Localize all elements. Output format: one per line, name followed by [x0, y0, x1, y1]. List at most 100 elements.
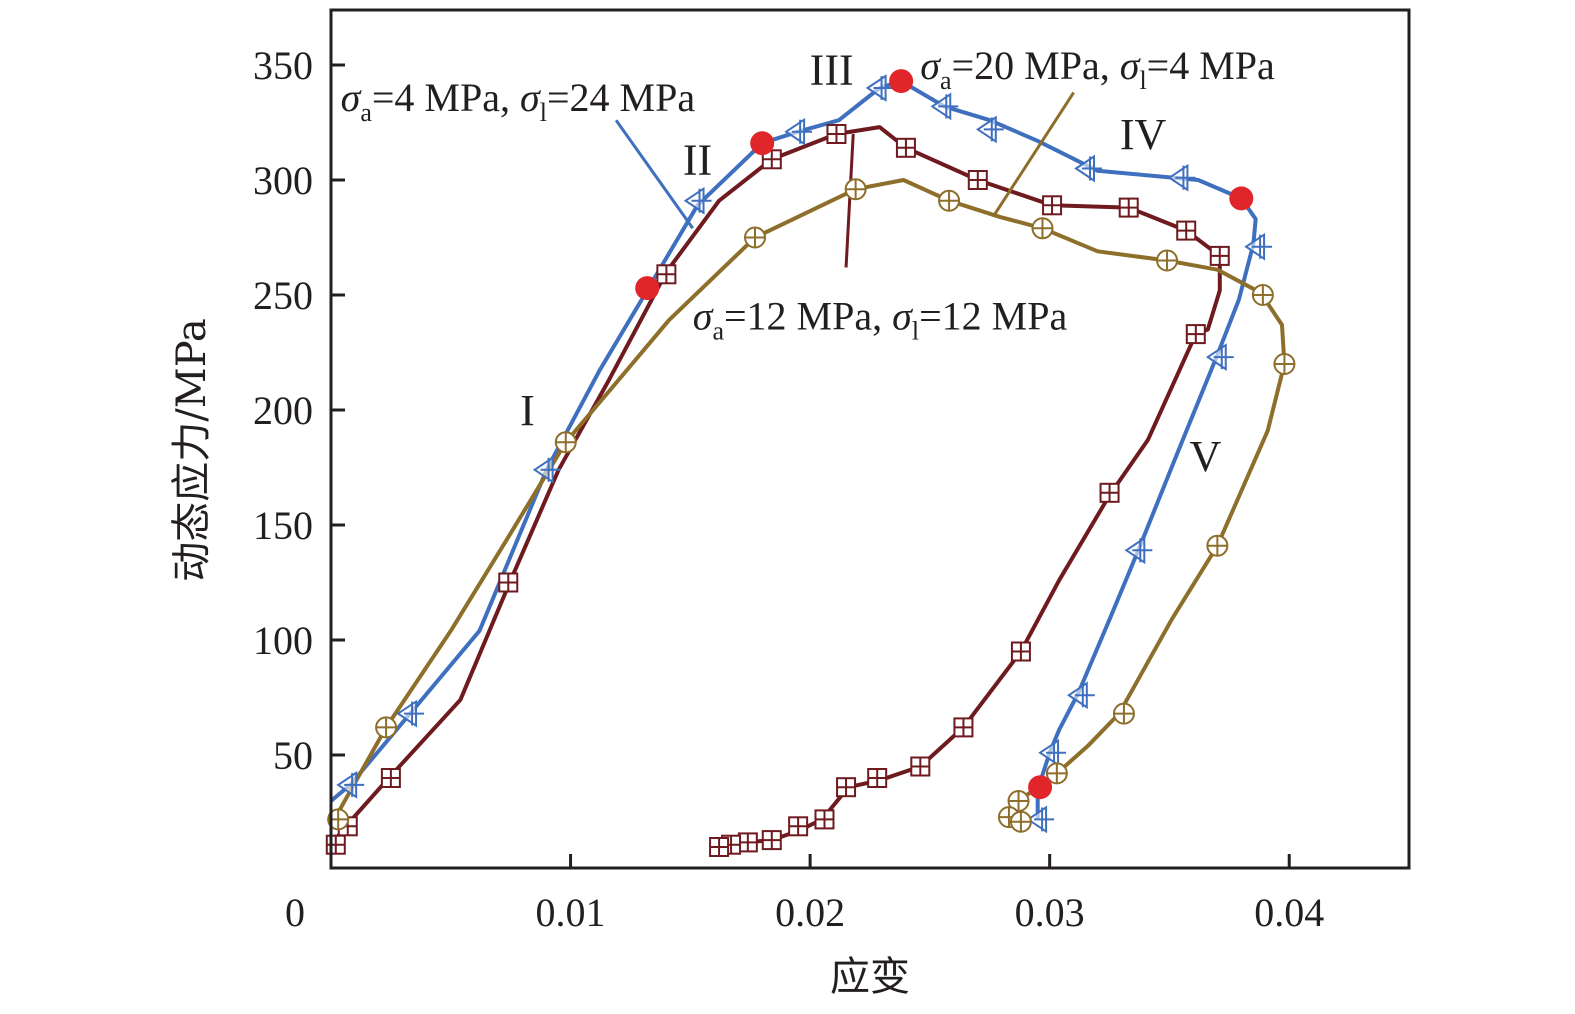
- series-0-marker: [1244, 232, 1273, 261]
- series-1-marker: [910, 756, 931, 777]
- transition-point-0: [635, 276, 660, 301]
- series-0-marker: [975, 115, 1004, 144]
- x-tick-label: 0.01: [536, 890, 606, 935]
- series-label-part: σ: [693, 294, 714, 339]
- series-1-marker: [656, 264, 677, 285]
- series-1-marker: [895, 137, 916, 158]
- annotation-stage-II: II: [683, 135, 712, 184]
- series-label-1: σa=20 MPa, σl=4 MPa: [920, 43, 1275, 95]
- series-1-marker: [867, 768, 888, 788]
- plot-frame: [329, 8, 1411, 870]
- series-0-marker: [336, 771, 365, 799]
- y-tick-label: 200: [253, 388, 313, 433]
- series-2-marker: [327, 808, 350, 831]
- transition-point-2: [889, 69, 914, 94]
- series-0-marker: [1205, 343, 1234, 371]
- series-0-marker: [1124, 536, 1153, 565]
- y-tick-label: 100: [253, 618, 313, 663]
- series-1-marker: [1042, 195, 1063, 216]
- tick-layer: 0 0.01 0.02 0.03 0.04 50 100 150 200 250 300 350: [253, 43, 1324, 935]
- series-1-marker: [709, 837, 730, 857]
- series-1-marker: [836, 777, 857, 798]
- series-0-marker: [1026, 805, 1055, 834]
- series-0-marker: [396, 699, 425, 728]
- series-1-marker: [1176, 220, 1197, 241]
- series-label-part: l: [912, 317, 919, 346]
- series-1-marker: [380, 768, 401, 788]
- series-label-part: =24 MPa: [547, 75, 695, 120]
- series-2-marker: [938, 189, 961, 212]
- series-label-part: a: [712, 317, 724, 346]
- series-0-marker: [1167, 163, 1196, 192]
- series-label-part: σ: [920, 43, 941, 88]
- series-1-marker: [1185, 324, 1206, 345]
- annotation-stage-I: I: [520, 386, 535, 435]
- transition-point-1: [750, 131, 775, 156]
- series-0-marker: [1074, 154, 1102, 183]
- series-2-marker: [1045, 762, 1068, 785]
- leader-line-0: [614, 119, 694, 230]
- x-axis-title: 应变: [830, 954, 910, 1000]
- series-1-marker: [953, 717, 974, 738]
- series-0-marker: [683, 186, 712, 215]
- series-label-part: l: [540, 98, 547, 127]
- series-label-part: =4 MPa,: [372, 75, 520, 120]
- series-1-marker: [761, 830, 782, 851]
- series-1-marker: [1209, 245, 1230, 266]
- series-label-part: =20 MPa,: [952, 43, 1120, 88]
- series-1-marker: [737, 832, 758, 853]
- y-tick-label: 250: [253, 273, 313, 318]
- series-2-marker: [1206, 534, 1229, 557]
- leader-line-2: [844, 133, 855, 268]
- x-tick-label: 0.03: [1015, 890, 1085, 935]
- series-label-part: a: [360, 98, 372, 127]
- series-label-part: σ: [892, 294, 913, 339]
- series-0-marker: [1067, 681, 1095, 710]
- series-label-part: =12 MPa,: [724, 294, 892, 339]
- series-2-marker: [1112, 702, 1135, 725]
- transition-point-3: [1229, 186, 1254, 211]
- transition-layer: [635, 69, 1254, 800]
- y-tick-label: 50: [273, 733, 313, 778]
- series-line-2: [331, 178, 1287, 824]
- series-2-marker: [1031, 217, 1054, 240]
- series-1-marker: [1118, 197, 1139, 218]
- x-tick-label: 0.04: [1254, 890, 1324, 935]
- series-layer: [331, 79, 1287, 849]
- y-tick-label: 350: [253, 43, 313, 88]
- series-2-marker: [1009, 810, 1032, 833]
- series-label-0: σa=4 MPa, σl=24 MPa: [341, 75, 696, 127]
- series-label-part: =12 MPa: [919, 294, 1067, 339]
- series-label-part: σ: [341, 75, 362, 120]
- series-line-0: [331, 79, 1258, 820]
- annotation-stage-IV: IV: [1120, 110, 1167, 159]
- series-1-marker: [1010, 641, 1031, 662]
- series-2-marker: [1251, 284, 1274, 306]
- series-0-marker: [930, 92, 959, 121]
- leader-layer: [614, 91, 1075, 268]
- series-2-marker: [844, 178, 867, 201]
- series-label-part: l: [1139, 66, 1146, 95]
- series-0-marker: [865, 74, 894, 102]
- series-line-1: [331, 125, 1222, 849]
- y-tick-label: 300: [253, 158, 313, 203]
- series-1-marker: [788, 816, 809, 837]
- series-label-part: a: [940, 66, 952, 95]
- leader-line-1: [993, 91, 1075, 216]
- series-1-marker: [967, 170, 988, 190]
- transition-point-4: [1028, 775, 1053, 800]
- x-tick-label: 0.02: [775, 890, 845, 935]
- series-label-2: σa=12 MPa, σl=12 MPa: [693, 294, 1068, 346]
- series-2-marker: [1273, 353, 1296, 375]
- series-1-marker: [814, 809, 835, 830]
- series-0-marker: [532, 455, 561, 484]
- series-label-part: σ: [1120, 43, 1141, 88]
- marker-layer: [325, 74, 1296, 857]
- annotation-stage-V: V: [1189, 432, 1221, 481]
- annotation-stage-III: III: [810, 46, 854, 95]
- series-1-marker: [1099, 482, 1120, 503]
- series-2-marker: [1156, 249, 1179, 272]
- x-tick-label: 0: [285, 890, 305, 935]
